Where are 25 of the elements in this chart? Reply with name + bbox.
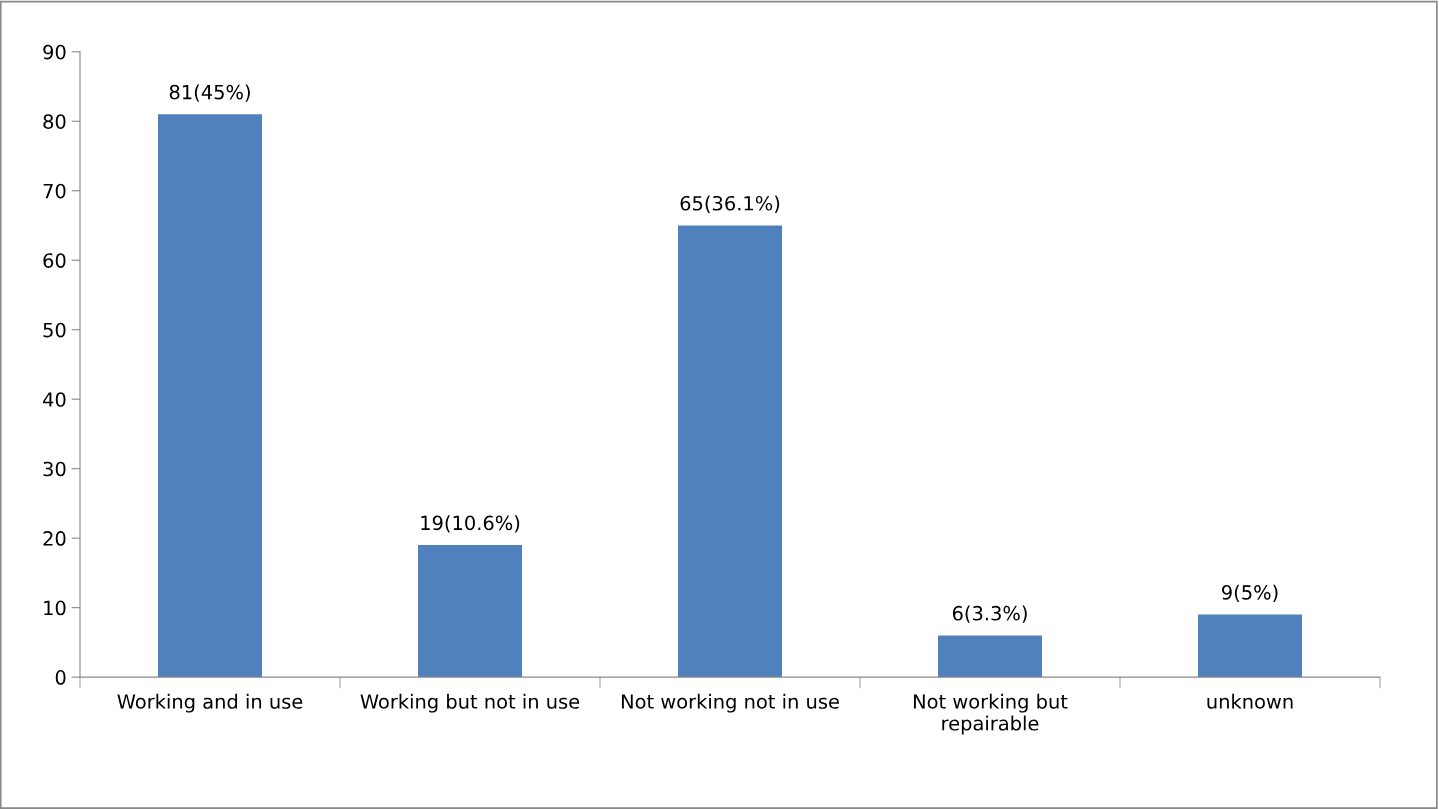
- y-tick-label: 30: [43, 461, 66, 477]
- x-tick-label: unknown: [1207, 693, 1293, 709]
- data-label: 19(10.6%): [421, 515, 520, 533]
- y-tick-label: 0: [55, 670, 66, 685]
- data-label: 9(5%): [1222, 584, 1278, 603]
- y-tick-label: 80: [43, 114, 66, 129]
- data-label: 81(45%): [169, 84, 250, 102]
- y-tick-label: 70: [43, 183, 66, 199]
- y-tick-label: 40: [43, 392, 66, 407]
- x-tick-label: Working and in use: [117, 693, 303, 713]
- data-label: 6(3.3%): [952, 605, 1027, 623]
- bar: [418, 545, 523, 678]
- x-tick-label: Not working but repairable: [913, 693, 1068, 735]
- y-tick-label: 10: [44, 600, 66, 616]
- x-tick-label: Not working not in use: [621, 693, 839, 713]
- y-tick-label: 60: [43, 253, 66, 268]
- data-label: 65(36.1%): [680, 195, 780, 213]
- x-tick-label: Working but not in use: [360, 693, 580, 713]
- bar: [678, 225, 782, 678]
- bar: [1198, 614, 1302, 678]
- bar: [938, 635, 1042, 678]
- y-tick-label: 20: [43, 531, 66, 546]
- bar: [158, 114, 263, 678]
- y-tick-label: 90: [43, 44, 66, 60]
- y-tick-label: 50: [43, 322, 66, 338]
